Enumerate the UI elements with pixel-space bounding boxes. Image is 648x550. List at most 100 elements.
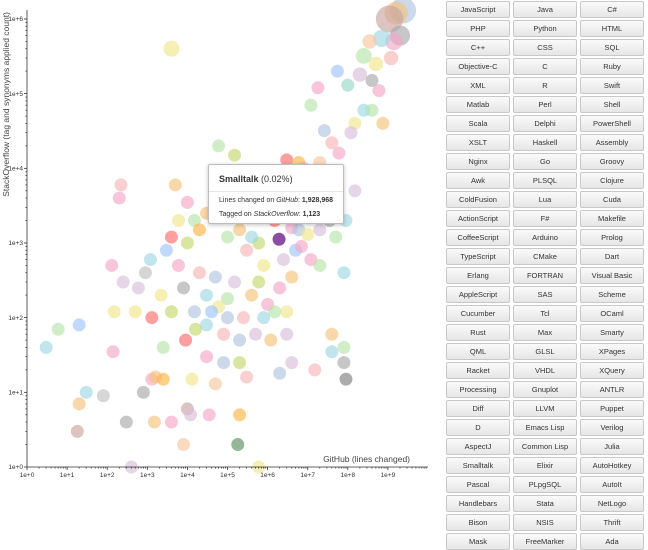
data-point-21[interactable] xyxy=(317,124,331,138)
language-button-haskell[interactable]: Haskell xyxy=(513,134,577,151)
language-button-nginx[interactable]: Nginx xyxy=(446,153,510,170)
data-point-142[interactable] xyxy=(257,311,271,325)
language-button-html[interactable]: HTML xyxy=(580,20,644,37)
language-button-xquery[interactable]: XQuery xyxy=(580,362,644,379)
language-button-bison[interactable]: Bison xyxy=(446,514,510,531)
language-button-objective-c[interactable]: Objective-C xyxy=(446,58,510,75)
data-point-116[interactable] xyxy=(233,408,247,422)
data-point-58[interactable] xyxy=(192,223,206,237)
language-button-nsis[interactable]: NSIS xyxy=(513,514,577,531)
language-button-stata[interactable]: Stata xyxy=(513,495,577,512)
data-point-136[interactable] xyxy=(329,230,343,244)
data-point-57[interactable] xyxy=(172,214,185,228)
language-button-aspectj[interactable]: AspectJ xyxy=(446,438,510,455)
data-point-9[interactable] xyxy=(368,56,384,72)
data-point-64[interactable] xyxy=(192,266,206,280)
data-point-117[interactable] xyxy=(119,415,133,429)
language-button-xpages[interactable]: XPages xyxy=(580,343,644,360)
language-button-python[interactable]: Python xyxy=(513,20,577,37)
data-point-29[interactable] xyxy=(228,148,242,162)
data-point-48[interactable] xyxy=(240,243,254,257)
data-point-62[interactable] xyxy=(143,253,157,267)
language-button-prolog[interactable]: Prolog xyxy=(580,229,644,246)
data-point-140[interactable] xyxy=(252,275,266,289)
language-button-scala[interactable]: Scala xyxy=(446,115,510,132)
data-point-137[interactable] xyxy=(295,239,308,253)
data-point-52[interactable] xyxy=(257,258,271,272)
language-button-vhdl[interactable]: VHDL xyxy=(513,362,577,379)
data-point-91[interactable] xyxy=(264,333,278,347)
language-button-swift[interactable]: Swift xyxy=(580,77,644,94)
language-button-php[interactable]: PHP xyxy=(446,20,510,37)
data-point-13[interactable] xyxy=(372,84,386,98)
data-point-5[interactable] xyxy=(373,29,391,48)
language-button-xslt[interactable]: XSLT xyxy=(446,134,510,151)
data-point-119[interactable] xyxy=(164,415,178,429)
data-point-147[interactable] xyxy=(245,230,259,244)
data-point-23[interactable] xyxy=(325,136,339,150)
data-point-112[interactable] xyxy=(96,389,110,403)
data-point-16[interactable] xyxy=(304,98,318,112)
language-button-common-lisp[interactable]: Common Lisp xyxy=(513,438,577,455)
data-point-70[interactable] xyxy=(200,288,214,302)
data-point-109[interactable] xyxy=(79,385,93,399)
data-point-11[interactable] xyxy=(365,74,379,87)
data-point-10[interactable] xyxy=(352,67,368,82)
language-button-r[interactable]: R xyxy=(513,77,577,94)
data-point-131[interactable] xyxy=(212,139,226,153)
language-button-groovy[interactable]: Groovy xyxy=(580,153,644,170)
data-point-102[interactable] xyxy=(240,370,254,384)
data-point-45[interactable] xyxy=(233,223,247,237)
language-button-arduino[interactable]: Arduino xyxy=(513,229,577,246)
language-button-f[interactable]: F# xyxy=(513,210,577,227)
data-point-90[interactable] xyxy=(249,327,263,341)
language-button-freemarker[interactable]: FreeMarker xyxy=(513,533,577,550)
data-point-138[interactable] xyxy=(285,270,299,284)
language-button-emacs-lisp[interactable]: Emacs Lisp xyxy=(513,419,577,436)
data-point-72[interactable] xyxy=(245,288,259,302)
language-button-applescript[interactable]: AppleScript xyxy=(446,286,510,303)
data-point-139[interactable] xyxy=(273,281,287,295)
data-point-84[interactable] xyxy=(156,340,170,354)
language-button-perl[interactable]: Perl xyxy=(513,96,577,113)
language-button-plsql[interactable]: PLSQL xyxy=(513,172,577,189)
language-button-erlang[interactable]: Erlang xyxy=(446,267,510,284)
language-button-glsl[interactable]: GLSL xyxy=(513,343,577,360)
data-point-76[interactable] xyxy=(164,305,178,319)
data-point-74[interactable] xyxy=(280,305,294,319)
language-button-gnuplot[interactable]: Gnuplot xyxy=(513,381,577,398)
language-button-plpgsql[interactable]: PLpgSQL xyxy=(513,476,577,493)
data-point-54[interactable] xyxy=(337,266,351,280)
language-button-awk[interactable]: Awk xyxy=(446,172,510,189)
data-point-20[interactable] xyxy=(376,116,390,130)
data-point-107[interactable] xyxy=(185,372,199,386)
language-button-delphi[interactable]: Delphi xyxy=(513,115,577,132)
data-point-146[interactable] xyxy=(205,305,219,319)
data-point-88[interactable] xyxy=(217,327,231,341)
language-button-ocaml[interactable]: OCaml xyxy=(580,305,644,322)
data-point-14[interactable] xyxy=(330,64,344,78)
data-point-46[interactable] xyxy=(221,230,234,244)
data-point-132[interactable] xyxy=(168,178,182,192)
language-button-smalltalk[interactable]: Smalltalk xyxy=(446,457,510,474)
language-button-llvm[interactable]: LLVM xyxy=(513,400,577,417)
data-point-133[interactable] xyxy=(180,195,194,209)
data-point-60[interactable] xyxy=(180,236,194,250)
data-point-65[interactable] xyxy=(208,270,222,284)
language-button-rust[interactable]: Rust xyxy=(446,324,510,341)
language-button-makefile[interactable]: Makefile xyxy=(580,210,644,227)
data-point-85[interactable] xyxy=(179,333,193,347)
language-button-c[interactable]: C# xyxy=(580,1,644,18)
data-point-143[interactable] xyxy=(236,311,250,325)
language-button-thrift[interactable]: Thrift xyxy=(580,514,644,531)
data-point-67[interactable] xyxy=(154,288,168,302)
language-button-elixir[interactable]: Elixir xyxy=(513,457,577,474)
data-point-12[interactable] xyxy=(341,78,355,92)
data-point-32[interactable] xyxy=(348,184,362,198)
data-point-40[interactable] xyxy=(301,228,315,241)
data-point-78[interactable] xyxy=(128,305,142,319)
language-button-d[interactable]: D xyxy=(446,419,510,436)
language-button-puppet[interactable]: Puppet xyxy=(580,400,644,417)
language-button-autohotkey[interactable]: AutoHotkey xyxy=(580,457,644,474)
data-point-144[interactable] xyxy=(221,311,234,325)
